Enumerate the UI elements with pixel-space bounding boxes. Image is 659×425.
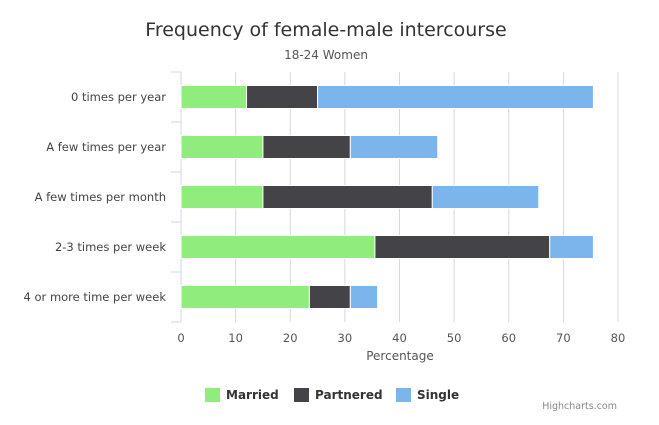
credits-link[interactable]: Highcharts.com [542, 401, 617, 412]
legend-swatch-married [205, 388, 220, 402]
legend-swatch-partnered [294, 388, 309, 402]
legend-swatch-single [396, 388, 411, 402]
bar-segment-single [349, 135, 439, 159]
category-axis: 0 times per year A few times per year A fe… [24, 71, 182, 323]
bar-segment-married [180, 285, 310, 309]
legend-label-partnered[interactable]: Partnered [315, 388, 383, 402]
bar-segment-married [180, 235, 376, 259]
bar-segment-married [180, 135, 264, 159]
legend-label-single[interactable]: Single [417, 388, 459, 402]
legend-label-married[interactable]: Married [226, 388, 279, 402]
x-tick-label: 30 [338, 331, 353, 345]
category-label: A few times per month [35, 190, 166, 204]
legend: Married Partnered Single [205, 388, 459, 402]
bar-segment-single [349, 285, 379, 309]
x-tick-label: 0 [177, 331, 184, 345]
bar-segment-single [431, 185, 540, 209]
x-tick-label: 10 [228, 331, 243, 345]
category-label: 4 or more time per week [24, 290, 167, 304]
bar-segment-single [317, 85, 594, 109]
bar-segment-partnered [308, 285, 351, 309]
value-axis: 0 10 20 30 40 50 60 70 80 [177, 331, 625, 345]
x-axis-title: Percentage [366, 349, 434, 363]
bar-segment-married [180, 185, 264, 209]
bar-segment-married [180, 85, 248, 109]
x-tick-label: 50 [447, 331, 462, 345]
chart-subtitle: 18-24 Women [284, 48, 368, 62]
x-tick-label: 60 [501, 331, 516, 345]
chart-title: Frequency of female-male intercourse [145, 19, 506, 41]
bar-segment-partnered [262, 185, 433, 209]
bar-segment-partnered [374, 235, 551, 259]
category-label: A few times per year [46, 140, 166, 154]
bars [180, 85, 594, 309]
category-label: 2-3 times per week [55, 240, 166, 254]
x-tick-label: 40 [392, 331, 407, 345]
bar-segment-single [549, 235, 594, 259]
category-label: 0 times per year [71, 90, 166, 104]
x-tick-label: 70 [556, 331, 571, 345]
x-tick-label: 80 [611, 331, 626, 345]
bar-segment-partnered [262, 135, 351, 159]
x-tick-label: 20 [283, 331, 298, 345]
bar-segment-partnered [246, 85, 319, 109]
